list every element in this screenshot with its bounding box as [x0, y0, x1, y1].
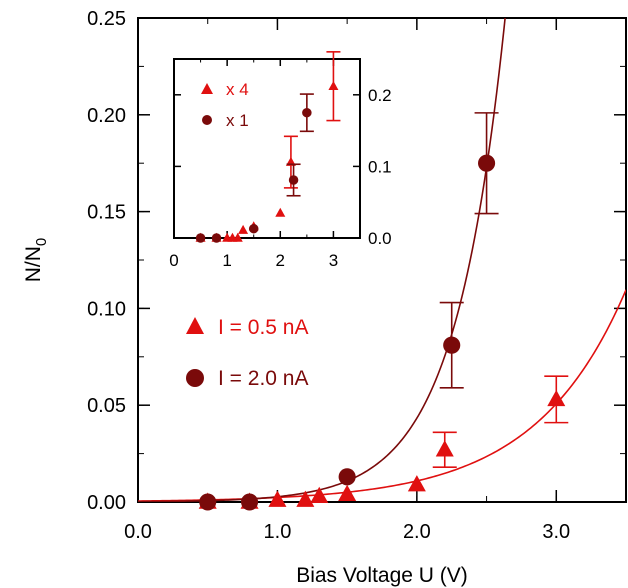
- y-axis-title-main: N/N: [22, 246, 45, 282]
- main-y-tick-label: 0.10: [87, 298, 126, 320]
- inset-legend: x 4 x 1: [201, 80, 249, 130]
- inset-legend-label-2: x 1: [226, 111, 249, 130]
- inset-y-tick-label: 0.1: [368, 157, 392, 176]
- main-point-circle: [240, 493, 259, 511]
- inset-frame: [173, 58, 361, 239]
- main-x-tick-label: 2.0: [403, 521, 431, 543]
- main-plot: 0.0 1.0 2.0 3.00.000.050.100.150.200.25: [87, 8, 627, 543]
- main-point-circle: [338, 468, 356, 486]
- inset-point-triangle: [232, 232, 243, 242]
- inset-point-circle: [288, 175, 299, 185]
- inset-x-tick-label: 0: [169, 251, 178, 270]
- inset-point-circle: [211, 233, 222, 243]
- inset-y-tick-label: 0.0: [368, 229, 392, 248]
- main-point-triangle: [310, 486, 329, 503]
- main-x-tick-label: 3.0: [542, 521, 570, 543]
- y-axis-title: N/N0: [22, 238, 50, 283]
- inset-legend-marker-circle: [202, 115, 212, 125]
- main-point-triangle: [268, 490, 287, 507]
- legend-marker-triangle: [186, 317, 204, 334]
- inset-point-triangle: [275, 207, 286, 217]
- inset-point-circle: [302, 107, 312, 118]
- main-point-circle: [443, 336, 461, 354]
- inset-legend-marker-triangle: [201, 83, 213, 94]
- main-point-triangle: [338, 484, 357, 502]
- legend: I = 0.5 nA I = 2.0 nA: [186, 316, 308, 390]
- inset-point-circle: [195, 233, 206, 243]
- main-x-tick-label: 1.0: [264, 521, 292, 543]
- inset-legend-label-1: x 4: [226, 80, 249, 99]
- inset-x-tick-label: 3: [329, 251, 338, 270]
- main-x-tick-label: 0.0: [124, 521, 152, 543]
- y-axis-title-subscript: 0: [33, 238, 50, 246]
- main-point-circle: [478, 154, 496, 172]
- main-fit-curve-1: [138, 289, 626, 502]
- x-axis-title: Bias Voltage U (V): [296, 564, 468, 587]
- main-y-tick-label: 0.25: [87, 8, 126, 30]
- main-fit-curve-2: [138, 18, 506, 502]
- main-point-triangle: [296, 490, 315, 507]
- inset-point-circle: [248, 223, 259, 234]
- main-y-tick-label: 0.05: [87, 395, 126, 417]
- main-y-tick-label: 0.20: [87, 105, 126, 127]
- inset-plot: 0 1 2 3 0.0 0.1 0.2: [169, 51, 392, 270]
- inset-point-triangle: [238, 224, 249, 234]
- inset-point-triangle: [328, 80, 339, 90]
- main-y-tick-label: 0.00: [87, 492, 126, 514]
- inset-x-tick-label: 2: [276, 251, 285, 270]
- legend-label-series-2: I = 2.0 nA: [218, 367, 308, 390]
- main-y-tick-label: 0.15: [87, 202, 126, 224]
- main-point-triangle: [547, 389, 566, 407]
- inset-y-tick-label: 0.2: [368, 86, 392, 105]
- main-point-triangle: [407, 475, 426, 492]
- legend-marker-circle: [186, 369, 204, 387]
- inset-x-tick-label: 1: [222, 251, 231, 270]
- main-point-triangle: [435, 440, 454, 457]
- legend-label-series-1: I = 0.5 nA: [218, 316, 308, 339]
- main-point-circle: [199, 493, 217, 511]
